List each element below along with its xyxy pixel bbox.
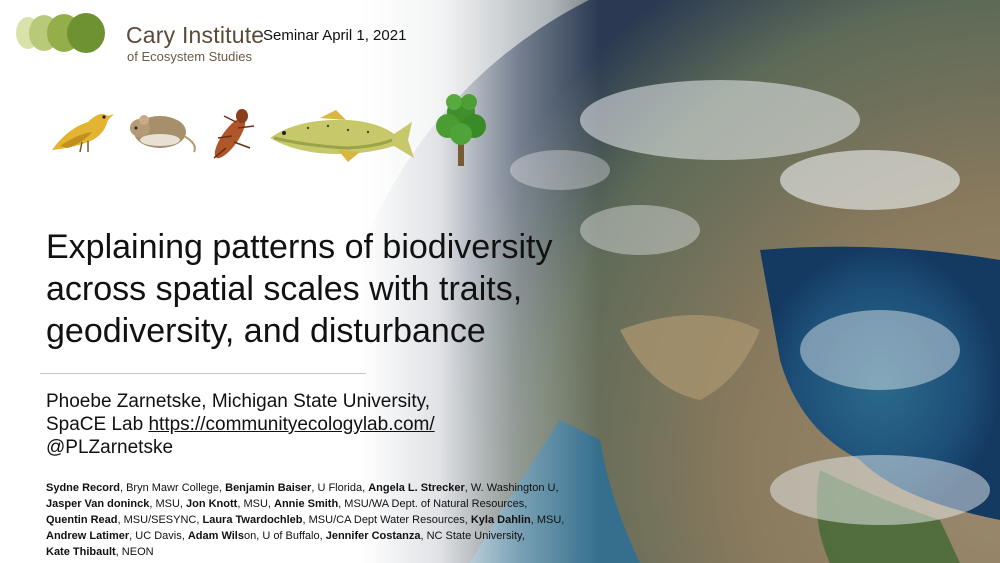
mouse-icon (130, 115, 196, 153)
bird-icon (52, 114, 114, 153)
collaborator-affiliation: on, U of Buffalo, (243, 530, 326, 542)
collaborator-affiliation: , MSU, (530, 514, 565, 526)
lab-label: SpaCE Lab (46, 414, 149, 435)
tree-icon (436, 94, 486, 166)
slide-title: Explaining patterns of biodiversity acro… (46, 226, 626, 352)
collaborator-line: Kate Thibault, NEON (46, 544, 626, 560)
collaborator-name: Annie Smith (274, 498, 339, 510)
collaborator-line: Sydne Record, Bryn Mawr College, Benjami… (46, 480, 626, 496)
collaborator-affiliation: , NC State University, (420, 530, 525, 542)
collaborator-name: Laura Twardochleb (202, 514, 303, 526)
collaborators-list: Sydne Record, Bryn Mawr College, Benjami… (46, 480, 626, 560)
logo-line2: of Ecosystem Studies (127, 49, 252, 64)
collaborator-name: Kyla Dahlin (470, 514, 531, 526)
collaborator-name: Jon Knott (186, 498, 238, 510)
collaborator-name: Jasper Van doninck (46, 498, 150, 510)
collaborator-name: Jennifer Costanza (325, 530, 421, 542)
presenter-block: Phoebe Zarnetske, Michigan State Univers… (46, 390, 435, 459)
collaborator-name: Kate Thibault (46, 546, 116, 558)
title-line: across spatial scales with traits, (46, 270, 523, 308)
logo-line1: Cary Institute (126, 22, 265, 48)
twitter-handle: @PLZarnetske (46, 437, 174, 458)
collaborator-affiliation: , MSU, (237, 498, 274, 510)
collaborator-name: Quentin Read (46, 514, 118, 526)
collaborator-name: Sydne Record (46, 482, 120, 494)
collaborator-name: Benjamin Baiser (225, 482, 312, 494)
lab-link[interactable]: https://communityecologylab.com/ (148, 414, 435, 435)
collaborator-line: Andrew Latimer, UC Davis, Adam Wilson, U… (46, 528, 626, 544)
collaborator-affiliation: , UC Davis, (129, 530, 188, 542)
collaborator-affiliation: , Bryn Mawr College, (119, 482, 226, 494)
collaborator-line: Jasper Van doninck, MSU, Jon Knott, MSU,… (46, 496, 626, 512)
title-line: Explaining patterns of biodiversity (46, 228, 553, 266)
collaborator-affiliation: , MSU/WA Dept. of Natural Resources, (338, 498, 528, 510)
collaborator-name: Angela L. Strecker (368, 482, 465, 494)
divider (40, 373, 366, 374)
organism-icons (52, 94, 486, 166)
cary-institute-logo: Cary Institute of Ecosystem Studies (14, 12, 264, 64)
insect-icon (213, 109, 255, 159)
logo-circles-icon (16, 13, 105, 53)
title-line: geodiversity, and disturbance (46, 312, 486, 350)
lab-line: SpaCE Lab https://communityecologylab.co… (46, 413, 435, 436)
collaborator-affiliation: , NEON (115, 546, 154, 558)
collaborator-affiliation: , MSU/CA Dept Water Resources, (302, 514, 471, 526)
presenter-name: Phoebe Zarnetske, Michigan State Univers… (46, 391, 431, 412)
fish-icon (270, 110, 414, 162)
collaborator-line: Quentin Read, MSU/SESYNC, Laura Twardoch… (46, 512, 626, 528)
collaborator-affiliation: , MSU/SESYNC, (117, 514, 203, 526)
collaborator-name: Adam Wils (187, 530, 244, 542)
collaborator-affiliation: , W. Washington U, (464, 482, 559, 494)
seminar-date: Seminar April 1, 2021 (263, 27, 407, 44)
collaborator-name: Andrew Latimer (46, 530, 130, 542)
collaborator-affiliation: , MSU, (149, 498, 186, 510)
collaborator-affiliation: , U Florida, (311, 482, 369, 494)
